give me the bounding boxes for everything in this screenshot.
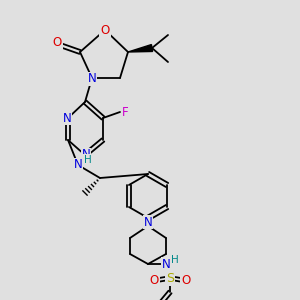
Text: H: H	[171, 255, 179, 265]
Text: N: N	[82, 148, 90, 161]
Polygon shape	[128, 44, 153, 52]
Text: H: H	[84, 155, 92, 165]
Text: N: N	[63, 112, 71, 124]
Text: F: F	[122, 106, 128, 118]
Text: O: O	[100, 23, 109, 37]
Text: N: N	[144, 215, 152, 229]
Text: O: O	[149, 274, 159, 286]
Text: S: S	[166, 272, 174, 284]
Text: N: N	[74, 158, 82, 172]
Text: N: N	[88, 73, 96, 85]
Text: N: N	[162, 257, 170, 271]
Text: O: O	[182, 274, 190, 286]
Text: O: O	[52, 37, 62, 50]
